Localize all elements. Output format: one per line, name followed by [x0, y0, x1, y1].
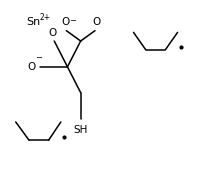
Text: O: O: [48, 27, 56, 38]
Text: O: O: [92, 17, 100, 27]
Text: O: O: [61, 17, 69, 27]
Text: −: −: [35, 53, 42, 62]
Text: Sn: Sn: [27, 17, 41, 27]
Text: O: O: [27, 62, 35, 72]
Text: 2+: 2+: [39, 13, 50, 22]
Text: SH: SH: [74, 125, 88, 135]
Text: −: −: [69, 16, 76, 25]
